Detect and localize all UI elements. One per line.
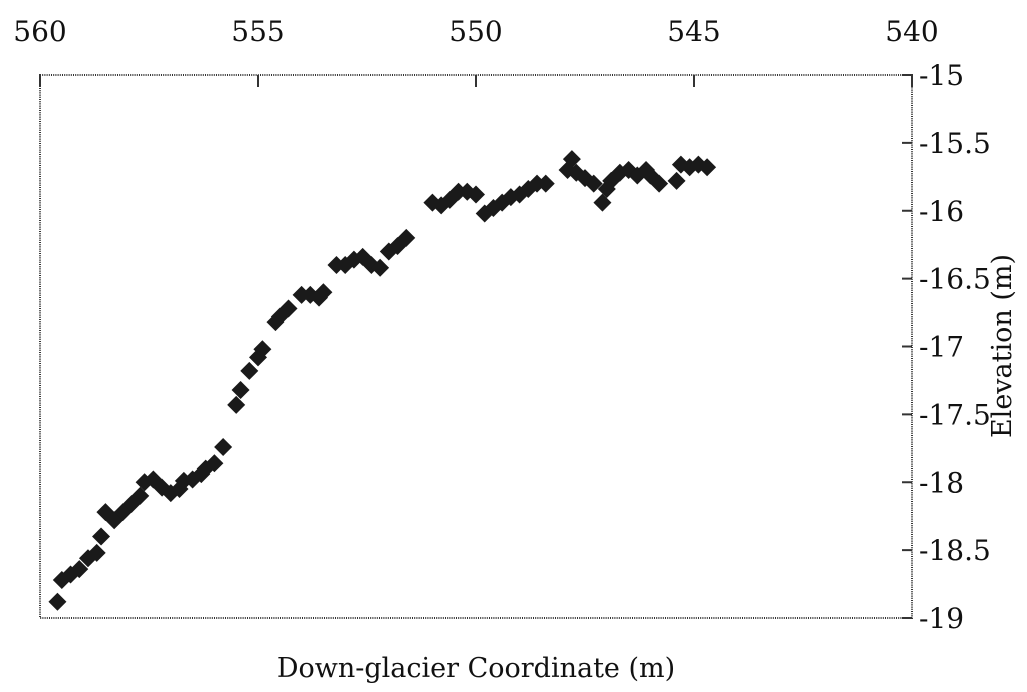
data-point [214,437,233,456]
data-point [667,171,686,190]
x-axis: 560 555 550 545 540 [13,15,939,87]
plot-area-frame [39,74,913,619]
data-point [87,543,106,562]
x-tick-label: 540 [885,15,938,48]
data-point [562,150,581,169]
data-point [205,454,224,473]
y-tick-label: -17 [919,331,964,364]
data-point [231,380,250,399]
x-tick-label: 560 [13,15,66,48]
y-tick-label: -16.5 [919,263,991,296]
data-point [253,340,272,359]
y-axis: -15 -15.5 -16 -16.5 -17 -17.5 -18 -18.5 -19 [902,59,991,635]
data-point [48,592,67,611]
data-point [536,174,555,193]
data-points [48,150,717,611]
x-tick-label: 545 [667,15,720,48]
data-point [227,395,246,414]
data-point [92,527,111,546]
y-tick-label: -16 [919,195,964,228]
x-axis-title: Down-glacier Coordinate (m) [277,653,675,684]
y-tick-label: -17.5 [919,398,991,431]
x-tick-label: 555 [231,15,284,48]
data-point [70,560,89,579]
data-point [52,570,71,589]
x-tick-label: 550 [449,15,502,48]
y-axis-title: Elevation (m) [987,254,1018,438]
data-point [397,228,416,247]
y-tick-label: -18 [919,466,964,499]
data-point [240,361,259,380]
data-point [371,258,390,277]
y-tick-label: -15 [919,59,964,92]
data-point [650,174,669,193]
data-point [314,283,333,302]
y-tick-label: -15.5 [919,127,991,160]
data-point [698,158,717,177]
y-tick-label: -18.5 [919,534,991,567]
y-tick-label: -19 [919,602,964,635]
data-point [593,193,612,212]
data-point [467,185,485,204]
data-point [131,486,150,505]
data-point [279,299,298,318]
data-point [584,174,603,193]
